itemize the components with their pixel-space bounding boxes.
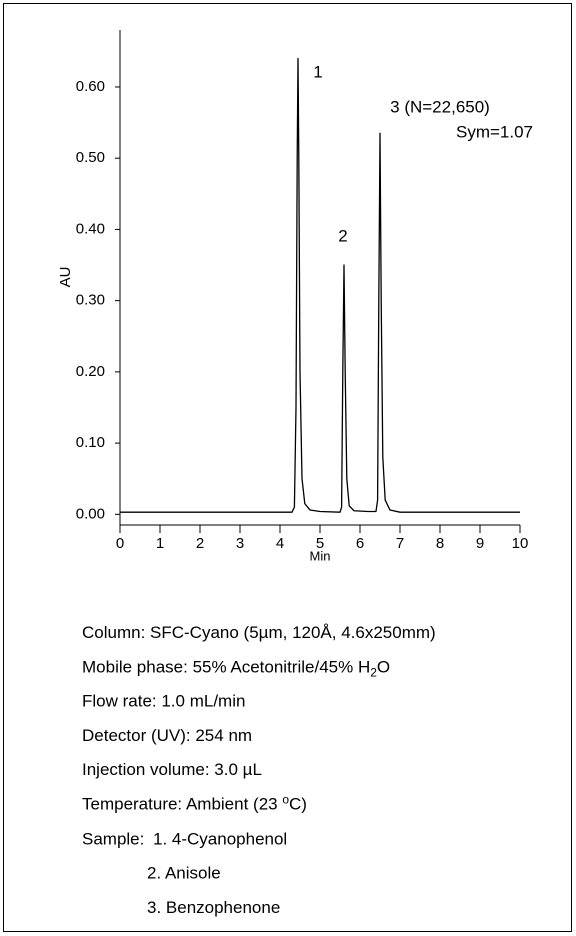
condition-text: Detector (UV): 254 nm	[82, 726, 252, 745]
x-tick-label: 1	[156, 535, 164, 552]
condition-text: C)	[289, 795, 307, 814]
peak-annotation: 1	[313, 62, 322, 81]
condition-line: Flow rate: 1.0 mL/min	[82, 692, 245, 711]
superscript: o	[282, 793, 289, 807]
y-tick-label: 0.20	[76, 363, 105, 380]
sample-label: Sample:	[82, 829, 144, 848]
condition-text: Injection volume: 3.0 µL	[82, 761, 262, 780]
x-tick-label: 6	[356, 535, 364, 552]
sample-item: 1. 4-Cyanophenol	[153, 829, 287, 848]
y-tick-label: 0.40	[76, 220, 105, 237]
y-tick-label: 0.00	[76, 505, 105, 522]
condition-line: Detector (UV): 254 nm	[82, 726, 252, 745]
sample-item: 2. Anisole	[147, 864, 221, 883]
x-tick-label: 8	[436, 535, 444, 552]
peak-annotation: Sym=1.07	[456, 122, 533, 141]
condition-text: Column: SFC-Cyano (5µm, 120Å, 4.6x250mm)	[82, 623, 436, 642]
condition-text: O	[377, 658, 390, 677]
condition-line: Mobile phase: 55% Acetonitrile/45% H2O	[82, 658, 390, 680]
x-tick-label: 3	[236, 535, 244, 552]
sample-item: 3. Benzophenone	[147, 898, 280, 917]
x-tick-label: 7	[396, 535, 404, 552]
condition-line: Injection volume: 3.0 µL	[82, 761, 262, 780]
x-tick-label: 2	[196, 535, 204, 552]
peak-annotation: 3 (N=22,650)	[390, 97, 490, 116]
y-tick-label: 0.10	[76, 434, 105, 451]
y-tick-label: 0.50	[76, 149, 105, 166]
trace	[120, 57, 520, 513]
y-tick-label: 0.30	[76, 292, 105, 309]
x-tick-label: 4	[276, 535, 284, 552]
x-axis-label: Min	[310, 548, 331, 563]
condition-line: Column: SFC-Cyano (5µm, 120Å, 4.6x250mm)	[82, 623, 436, 642]
x-tick-label: 5	[316, 535, 324, 552]
condition-text: Mobile phase: 55% Acetonitrile/45% H	[82, 658, 370, 677]
x-tick-label: 0	[116, 535, 124, 552]
peak-annotation: 2	[338, 226, 347, 245]
condition-text: Temperature: Ambient (23	[82, 795, 282, 814]
frame	[3, 3, 572, 932]
y-axis-label: AU	[57, 267, 74, 288]
x-tick-label: 9	[476, 535, 484, 552]
subscript: 2	[370, 665, 377, 679]
condition-line: Temperature: Ambient (23 oC)	[82, 793, 307, 814]
x-tick-label: 10	[512, 535, 529, 552]
y-tick-label: 0.60	[76, 78, 105, 95]
condition-text: Flow rate: 1.0 mL/min	[82, 692, 245, 711]
